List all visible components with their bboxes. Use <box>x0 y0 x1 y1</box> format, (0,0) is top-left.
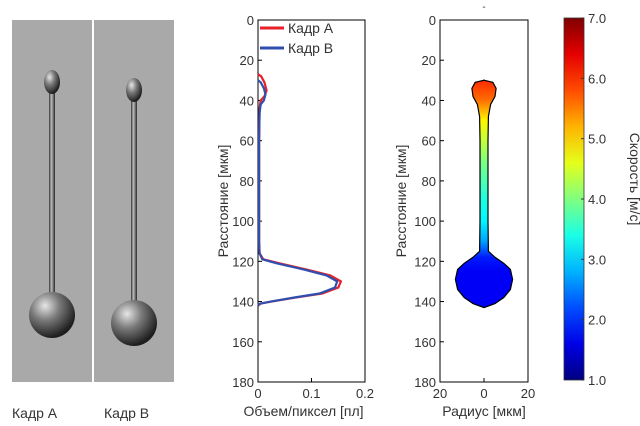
colorbar-tick-label: 6.0 <box>588 71 606 86</box>
frame-a-caption: Кадр A <box>12 405 58 421</box>
series-line-b <box>257 79 339 307</box>
y-tick-label: 40 <box>422 93 436 108</box>
legend: Кадр A Кадр B <box>260 20 334 56</box>
x-tick-label: 20 <box>433 386 447 401</box>
y-tick-label: 20 <box>422 53 436 68</box>
x-tick-label: 0 <box>254 386 261 401</box>
y-tick-label: 100 <box>414 214 436 229</box>
frame-b-caption: Кадр B <box>104 405 150 421</box>
x-tick-label: 0.1 <box>302 386 320 401</box>
x-axis-label: Объем/пиксел [пл] <box>243 403 363 419</box>
y-tick-label: 140 <box>414 295 436 310</box>
colorbar-tick-label: 4.0 <box>588 192 606 207</box>
y-tick-label: 160 <box>414 335 436 350</box>
y-axis-label: Расстояние [мкм] <box>393 145 409 258</box>
y-tick-label: 160 <box>232 335 254 350</box>
x-tick-label: 0 <box>480 386 487 401</box>
y-tick-label: 80 <box>240 174 254 189</box>
legend-label: Кадр A <box>288 20 334 36</box>
frame-a-image <box>12 20 92 382</box>
colorbar-label: Скорость [м/с] <box>627 133 640 226</box>
colorbar-tick-label: 7.0 <box>588 11 606 26</box>
y-tick-label: 180 <box>232 375 254 390</box>
y-tick-label: 120 <box>232 254 254 269</box>
colorbar-tick-label: 2.0 <box>588 313 606 328</box>
y-tick-label: 0 <box>429 13 436 28</box>
colorbar-tick-label: 1.0 <box>588 373 606 388</box>
y-tick-label: 60 <box>240 134 254 149</box>
y-tick-label: 60 <box>422 134 436 149</box>
frame-b-image <box>94 20 174 382</box>
y-tick-label: 180 <box>414 375 436 390</box>
x-axis-label: Радиус [мкм] <box>442 403 526 419</box>
y-axis-label: Расстояние [мкм] <box>215 145 231 258</box>
y-tick-label: 40 <box>240 93 254 108</box>
droplet-shape <box>454 79 514 309</box>
y-tick-label: 0 <box>247 13 254 28</box>
top-mark: - <box>482 2 485 13</box>
y-tick-label: 100 <box>232 214 254 229</box>
plot-frame <box>257 19 366 383</box>
colorbar-tick-label: 5.0 <box>588 132 606 147</box>
y-tick-label: 20 <box>240 53 254 68</box>
x-tick-label: 0.2 <box>356 386 374 401</box>
y-tick-label: 140 <box>232 295 254 310</box>
x-tick-label: 20 <box>521 386 535 401</box>
legend-label: Кадр B <box>288 40 333 56</box>
y-tick-label: 80 <box>422 174 436 189</box>
colorbar-tick-label: 3.0 <box>588 252 606 267</box>
y-tick-label: 120 <box>414 254 436 269</box>
